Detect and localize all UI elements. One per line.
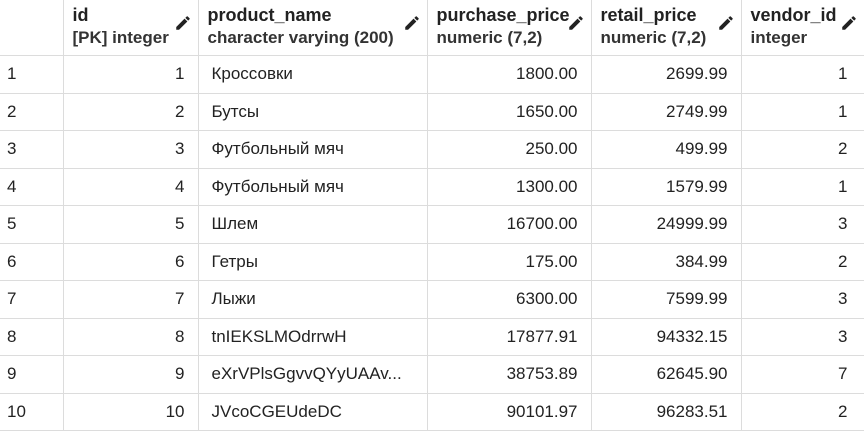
column-header-product-name[interactable]: product_name character varying (200) [198,0,428,56]
cell-retail-price[interactable]: 96283.51 [591,393,742,431]
cell-vendor-id[interactable]: 1 [741,55,864,94]
column-name: vendor_id [750,5,837,25]
column-name: product_name [207,5,332,25]
cell-vendor-id[interactable]: 2 [741,393,864,431]
cell-purchase-price[interactable]: 90101.97 [427,393,592,431]
cell-product-name[interactable]: Бутсы [198,93,428,131]
pencil-icon[interactable] [567,14,585,32]
cell-purchase-price[interactable]: 17877.91 [427,318,592,356]
table-body: 1 1 Кроссовки 1800.00 2699.99 1 2 2 Бутсы 1650.00… [0,55,864,431]
cell-product-name[interactable]: JVcoCGEUdeDC [198,393,428,431]
cell-vendor-id[interactable]: 1 [741,168,864,206]
row-number-cell[interactable]: 7 [0,280,64,319]
cell-id[interactable]: 10 [63,393,199,431]
cell-id[interactable]: 1 [63,55,199,94]
cell-product-name[interactable]: Лыжи [198,280,428,319]
row-number-header[interactable] [0,0,64,56]
cell-purchase-price[interactable]: 16700.00 [427,205,592,244]
cell-id[interactable]: 5 [63,205,199,244]
cell-id[interactable]: 2 [63,93,199,131]
cell-retail-price[interactable]: 24999.99 [591,205,742,244]
cell-purchase-price[interactable]: 6300.00 [427,280,592,319]
column-header-purchase-price[interactable]: purchase_price numeric (7,2) [427,0,592,56]
table-row[interactable]: 7 7 Лыжи 6300.00 7599.99 3 [0,280,864,319]
cell-product-name[interactable]: eXrVPlsGgvvQYyUAAv... [198,355,428,394]
cell-purchase-price[interactable]: 250.00 [427,130,592,169]
cell-product-name[interactable]: Футбольный мяч [198,168,428,206]
cell-purchase-price[interactable]: 1650.00 [427,93,592,131]
column-header-retail-price[interactable]: retail_price numeric (7,2) [591,0,742,56]
cell-purchase-price[interactable]: 1300.00 [427,168,592,206]
column-name: id [72,5,89,25]
cell-id[interactable]: 4 [63,168,199,206]
cell-vendor-id[interactable]: 2 [741,130,864,169]
cell-retail-price[interactable]: 62645.90 [591,355,742,394]
cell-vendor-id[interactable]: 3 [741,205,864,244]
table-row[interactable]: 3 3 Футбольный мяч 250.00 499.99 2 [0,130,864,169]
cell-id[interactable]: 3 [63,130,199,169]
cell-retail-price[interactable]: 94332.15 [591,318,742,356]
cell-product-name[interactable]: Кроссовки [198,55,428,94]
column-header-id[interactable]: id [PK] integer [63,0,199,56]
table-row[interactable]: 2 2 Бутсы 1650.00 2749.99 1 [0,93,864,131]
cell-retail-price[interactable]: 1579.99 [591,168,742,206]
column-header-vendor-id[interactable]: vendor_id integer [741,0,864,56]
row-number-cell[interactable]: 5 [0,205,64,244]
row-number-cell[interactable]: 4 [0,168,64,206]
cell-vendor-id[interactable]: 7 [741,355,864,394]
table-row[interactable]: 9 9 eXrVPlsGgvvQYyUAAv... 38753.89 62645.90 7 [0,355,864,394]
cell-product-name[interactable]: Гетры [198,243,428,281]
cell-retail-price[interactable]: 2699.99 [591,55,742,94]
cell-id[interactable]: 7 [63,280,199,319]
cell-vendor-id[interactable]: 1 [741,93,864,131]
row-number-cell[interactable]: 2 [0,93,64,131]
cell-retail-price[interactable]: 7599.99 [591,280,742,319]
column-type: [PK] integer [72,28,169,47]
cell-id[interactable]: 8 [63,318,199,356]
column-type: numeric (7,2) [600,28,707,47]
pencil-icon[interactable] [717,14,735,32]
column-name: purchase_price [436,5,570,25]
cell-purchase-price[interactable]: 1800.00 [427,55,592,94]
pencil-icon[interactable] [403,14,421,32]
cell-vendor-id[interactable]: 3 [741,280,864,319]
cell-id[interactable]: 6 [63,243,199,281]
table-row[interactable]: 4 4 Футбольный мяч 1300.00 1579.99 1 [0,168,864,206]
cell-purchase-price[interactable]: 38753.89 [427,355,592,394]
table-row[interactable]: 1 1 Кроссовки 1800.00 2699.99 1 [0,55,864,94]
cell-retail-price[interactable]: 384.99 [591,243,742,281]
cell-vendor-id[interactable]: 3 [741,318,864,356]
cell-id[interactable]: 9 [63,355,199,394]
pencil-icon[interactable] [840,14,858,32]
row-number-cell[interactable]: 3 [0,130,64,169]
table-header: id [PK] integer product_name character v… [0,0,864,56]
table-row[interactable]: 8 8 tnIEKSLMOdrrwH 17877.91 94332.15 3 [0,318,864,356]
pencil-icon[interactable] [174,14,192,32]
table-row[interactable]: 10 10 JVcoCGEUdeDC 90101.97 96283.51 2 [0,393,864,431]
cell-purchase-price[interactable]: 175.00 [427,243,592,281]
cell-vendor-id[interactable]: 2 [741,243,864,281]
row-number-cell[interactable]: 10 [0,393,64,431]
cell-product-name[interactable]: tnIEKSLMOdrrwH [198,318,428,356]
cell-product-name[interactable]: Шлем [198,205,428,244]
cell-retail-price[interactable]: 499.99 [591,130,742,169]
column-type: integer [750,28,808,47]
table-row[interactable]: 6 6 Гетры 175.00 384.99 2 [0,243,864,281]
column-type: character varying (200) [207,28,394,47]
row-number-cell[interactable]: 8 [0,318,64,356]
row-number-cell[interactable]: 6 [0,243,64,281]
cell-product-name[interactable]: Футбольный мяч [198,130,428,169]
row-number-cell[interactable]: 1 [0,55,64,94]
column-name: retail_price [600,5,697,25]
cell-retail-price[interactable]: 2749.99 [591,93,742,131]
table-row[interactable]: 5 5 Шлем 16700.00 24999.99 3 [0,205,864,244]
row-number-cell[interactable]: 9 [0,355,64,394]
column-type: numeric (7,2) [436,28,543,47]
